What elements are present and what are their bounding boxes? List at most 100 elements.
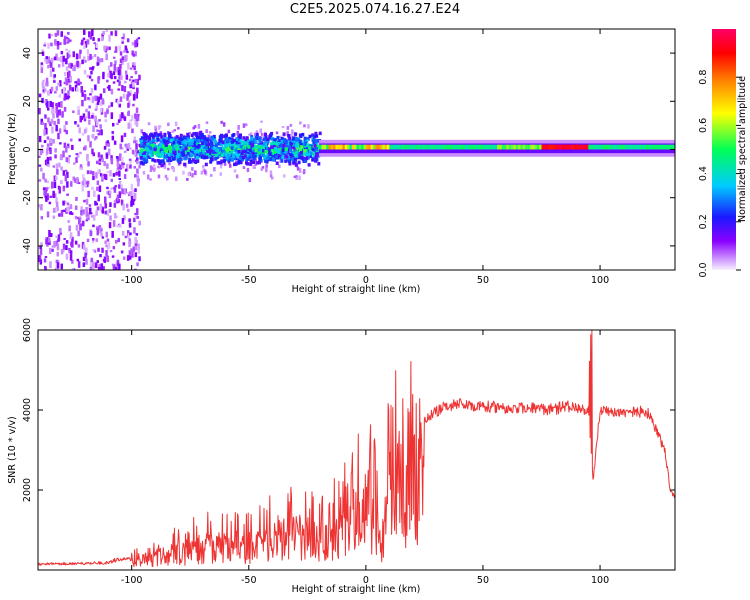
spectrogram-cell — [46, 81, 49, 87]
spectrogram-cell — [412, 144, 416, 150]
spectrogram-cell — [77, 109, 80, 116]
spectrogram-cell — [55, 206, 58, 213]
spectrogram-cell — [305, 156, 309, 161]
spectrogram-cell — [237, 150, 241, 154]
spectrogram-cell — [151, 138, 155, 143]
spectrogram-cell — [51, 102, 54, 108]
spectrogram-cell — [92, 261, 96, 267]
spectrogram-cell — [123, 86, 127, 93]
spectrogram-cell — [58, 102, 61, 108]
spectrogram-cell — [311, 147, 315, 152]
spectrogram-cell — [87, 190, 90, 198]
spectrogram-cell — [128, 78, 132, 82]
spectrogram-cell — [205, 129, 208, 134]
spectrogram-cell — [59, 42, 62, 46]
spectrogram-cell — [135, 42, 139, 47]
spectrogram-cell — [99, 101, 103, 107]
spectrogram-cell — [156, 149, 160, 153]
spectrogram-cell — [118, 263, 121, 270]
spectrogram-cell — [124, 80, 127, 84]
spectrogram-cell — [105, 53, 108, 59]
spectrogram-cell — [59, 232, 62, 235]
spectrogram-cell — [166, 150, 170, 155]
spectrogram-cell — [61, 88, 64, 94]
spectrogram-cell — [149, 146, 153, 150]
spectrogram-cell — [288, 162, 292, 166]
spectrogram-cell — [91, 266, 94, 270]
spectrogram-cell — [614, 144, 618, 150]
spectrogram-cell — [282, 132, 286, 136]
spectrogram-cell — [290, 145, 294, 149]
spectrogram-cell — [105, 153, 109, 158]
spectrogram-cell — [123, 132, 127, 138]
spectrogram-cell — [38, 255, 41, 263]
spectrogram-cell — [209, 141, 213, 146]
spectrogram-cell — [55, 124, 58, 132]
spectrogram-cell — [89, 260, 93, 267]
spectrogram-cell — [113, 140, 117, 145]
spectrogram-cell — [187, 160, 191, 164]
spectrogram-cell — [210, 144, 214, 148]
spectrogram-cell — [65, 157, 69, 163]
spectrogram-cell — [47, 107, 50, 111]
spectrogram-cell — [240, 151, 244, 156]
spectrogram-cell — [127, 102, 130, 108]
spectrogram-cell — [108, 84, 111, 91]
spectrogram-cell — [141, 153, 144, 158]
spectrogram-cell — [201, 145, 205, 149]
spectrogram-cell — [148, 136, 152, 140]
spectrogram-cell — [219, 172, 222, 176]
spectrogram-cell — [72, 110, 75, 114]
spectrogram-cell — [130, 81, 134, 89]
spectrogram-cell — [261, 149, 265, 153]
spectrogram-cell — [480, 144, 484, 150]
spectrogram-cell — [115, 98, 118, 103]
spectrogram-cell — [174, 121, 178, 127]
spectrogram-cell — [91, 240, 95, 244]
spectrogram-cell — [255, 130, 259, 136]
spectrogram-cell — [47, 64, 50, 69]
spectrogram-cell — [104, 203, 107, 209]
spectrogram-cell — [445, 144, 449, 150]
spectrogram-cell — [162, 139, 166, 143]
spectrogram-cell — [118, 69, 122, 76]
spectrogram-cell — [111, 131, 114, 135]
spectrogram-cell — [668, 144, 671, 150]
spectrogram-cell — [277, 139, 281, 143]
spectrogram-cell — [43, 129, 46, 136]
spectrogram-cell — [55, 86, 58, 91]
spectrogram-cell — [117, 99, 120, 105]
spectrogram-cell — [588, 144, 592, 150]
spectrogram-cell — [95, 210, 98, 216]
spectrogram-cell — [63, 106, 67, 112]
spectrogram-cell — [79, 223, 82, 231]
spectrogram-cell — [96, 260, 99, 263]
spectrogram-cell — [267, 147, 271, 151]
spectrogram-cell — [260, 142, 264, 147]
spectrogram-cell — [630, 144, 634, 150]
spectrogram-cell — [284, 141, 288, 145]
spectrogram-cell — [111, 231, 114, 238]
spectrogram-cell — [118, 170, 121, 177]
spectrogram-cell — [108, 46, 111, 51]
spectrogram-cell — [126, 94, 129, 101]
spectrogram-cell — [79, 151, 82, 155]
spectrogram-cell — [80, 85, 83, 93]
spectrogram-cell — [203, 169, 207, 175]
spectrogram-cell — [105, 244, 108, 248]
spectrogram-cell — [54, 39, 57, 46]
spectrogram-cell — [136, 78, 139, 86]
spectrogram-cell — [87, 135, 90, 142]
spectrogram-cell — [138, 74, 141, 81]
spectrogram-cell — [572, 144, 575, 150]
spectrogram-cell — [95, 136, 98, 139]
spectrogram-cell — [415, 144, 418, 150]
spectrogram-cell — [49, 148, 52, 155]
spectrogram-cell — [349, 144, 353, 150]
spectrogram-cell — [84, 116, 88, 119]
spectrogram-cell — [389, 144, 393, 150]
spectrogram-cell — [124, 235, 128, 239]
spectrogram-cell — [167, 136, 171, 141]
spectrogram-cell — [281, 155, 285, 160]
spectrogram-cell — [72, 176, 75, 181]
